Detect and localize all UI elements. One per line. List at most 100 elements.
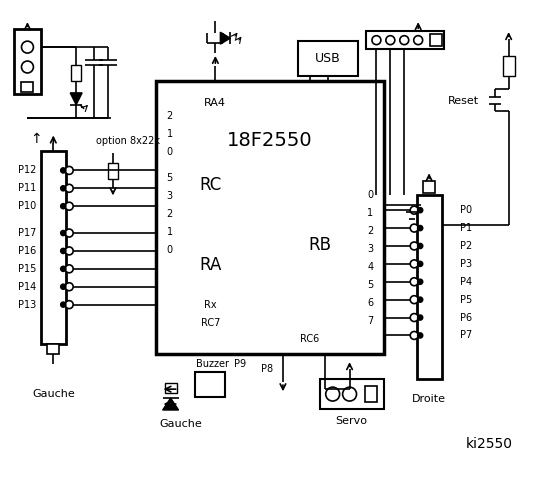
- Circle shape: [418, 208, 422, 213]
- Text: 1: 1: [166, 129, 173, 139]
- Bar: [423, 181, 435, 193]
- Bar: [367, 31, 444, 49]
- Circle shape: [61, 302, 66, 307]
- Text: 1: 1: [367, 208, 373, 218]
- Text: 0: 0: [166, 146, 173, 156]
- Circle shape: [372, 36, 381, 45]
- Text: P6: P6: [460, 312, 472, 323]
- Bar: [48, 344, 59, 354]
- Text: 18F2550: 18F2550: [227, 131, 313, 150]
- Polygon shape: [70, 93, 82, 105]
- Circle shape: [61, 249, 66, 253]
- Text: RB: RB: [308, 236, 331, 254]
- Circle shape: [65, 229, 73, 237]
- Text: 7: 7: [367, 315, 374, 325]
- Circle shape: [410, 313, 418, 322]
- Text: Droite: Droite: [412, 394, 446, 404]
- Text: P13: P13: [18, 300, 36, 310]
- Text: ↑: ↑: [30, 132, 42, 145]
- Text: P10: P10: [18, 201, 36, 211]
- Text: Reset: Reset: [448, 96, 479, 106]
- Bar: [503, 56, 515, 76]
- Text: 5: 5: [166, 173, 173, 183]
- Bar: [156, 81, 384, 354]
- Text: P12: P12: [18, 166, 36, 175]
- Circle shape: [326, 387, 340, 401]
- Circle shape: [65, 202, 73, 210]
- Text: 1: 1: [166, 227, 173, 237]
- Text: RA: RA: [199, 256, 222, 274]
- Bar: [22, 82, 33, 92]
- Circle shape: [410, 260, 418, 268]
- Circle shape: [386, 36, 395, 45]
- Circle shape: [418, 262, 422, 266]
- Circle shape: [61, 284, 66, 289]
- Text: P2: P2: [460, 241, 472, 251]
- Text: P11: P11: [18, 183, 36, 193]
- Polygon shape: [163, 398, 179, 410]
- Circle shape: [410, 224, 418, 232]
- Circle shape: [410, 206, 418, 214]
- Circle shape: [410, 278, 418, 286]
- Circle shape: [418, 297, 422, 302]
- Text: P7: P7: [460, 330, 472, 340]
- Bar: [430, 34, 442, 46]
- Bar: [13, 29, 41, 94]
- Bar: [366, 386, 377, 402]
- Polygon shape: [220, 32, 230, 44]
- Circle shape: [418, 243, 422, 249]
- Text: RA4: RA4: [205, 98, 226, 108]
- Circle shape: [61, 168, 66, 173]
- Text: P15: P15: [18, 264, 36, 274]
- Circle shape: [418, 226, 422, 230]
- Circle shape: [410, 332, 418, 339]
- Circle shape: [418, 279, 422, 284]
- Bar: [41, 151, 66, 344]
- Text: Gauche: Gauche: [159, 419, 202, 429]
- Circle shape: [65, 265, 73, 273]
- Bar: [108, 164, 118, 180]
- Bar: [195, 372, 225, 397]
- Circle shape: [65, 300, 73, 309]
- Text: P1: P1: [460, 223, 472, 233]
- Text: P5: P5: [460, 295, 472, 305]
- Text: ki2550: ki2550: [465, 437, 512, 451]
- Text: RC7: RC7: [201, 317, 220, 327]
- Text: 3: 3: [166, 191, 173, 201]
- Circle shape: [22, 61, 33, 73]
- Circle shape: [418, 315, 422, 320]
- Text: 0: 0: [367, 190, 373, 200]
- Circle shape: [65, 283, 73, 291]
- Text: RC: RC: [199, 176, 222, 194]
- Circle shape: [61, 230, 66, 236]
- Text: USB: USB: [315, 51, 341, 64]
- Text: 2: 2: [367, 226, 374, 236]
- Text: P4: P4: [460, 277, 472, 287]
- Circle shape: [65, 184, 73, 192]
- Circle shape: [65, 167, 73, 174]
- Circle shape: [414, 36, 422, 45]
- Text: P3: P3: [460, 259, 472, 269]
- Circle shape: [410, 242, 418, 250]
- Text: 0: 0: [166, 245, 173, 255]
- Text: 5: 5: [367, 280, 374, 290]
- Text: RC6: RC6: [300, 335, 320, 345]
- Circle shape: [410, 296, 418, 304]
- Text: Buzzer: Buzzer: [196, 359, 229, 369]
- Bar: [320, 379, 384, 409]
- Text: Rx: Rx: [204, 300, 217, 310]
- Circle shape: [61, 186, 66, 191]
- Text: P16: P16: [18, 246, 36, 256]
- Text: 6: 6: [367, 298, 373, 308]
- Bar: [165, 383, 176, 393]
- Text: 3: 3: [367, 244, 373, 254]
- Bar: [71, 65, 81, 81]
- Text: P9: P9: [234, 359, 246, 369]
- Circle shape: [65, 247, 73, 255]
- Text: P14: P14: [18, 282, 36, 292]
- Text: P0: P0: [460, 205, 472, 215]
- Bar: [417, 195, 442, 379]
- Circle shape: [61, 266, 66, 271]
- Circle shape: [418, 333, 422, 338]
- Circle shape: [61, 204, 66, 209]
